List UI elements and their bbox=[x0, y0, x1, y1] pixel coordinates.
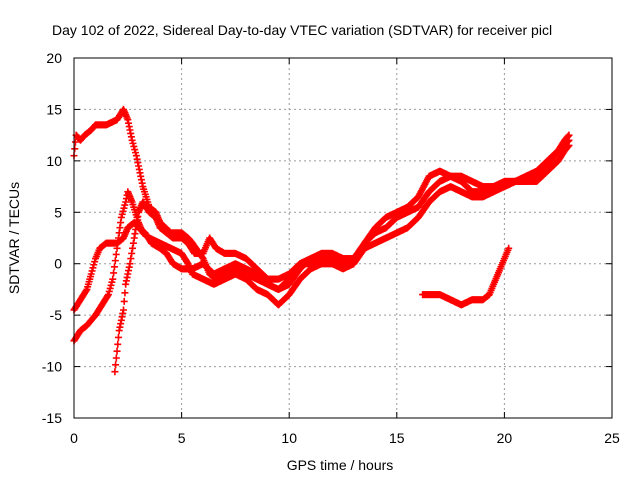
data-point bbox=[109, 275, 117, 283]
series-arc-5 bbox=[419, 244, 513, 309]
x-tick-label: 5 bbox=[178, 430, 186, 446]
y-tick-label: -10 bbox=[42, 359, 62, 375]
data-point bbox=[129, 244, 137, 252]
data-point bbox=[110, 269, 118, 277]
data-point bbox=[565, 136, 573, 144]
x-tick-label: 10 bbox=[281, 430, 297, 446]
data-point bbox=[339, 255, 347, 263]
data-point bbox=[113, 347, 121, 355]
data-point bbox=[120, 297, 128, 305]
y-tick-label: 15 bbox=[46, 101, 62, 117]
series-arc-3 bbox=[70, 136, 573, 314]
data-point bbox=[112, 250, 120, 258]
x-axis-label: GPS time / hours bbox=[287, 457, 394, 473]
y-tick-label: 5 bbox=[54, 204, 62, 220]
y-tick-label: 10 bbox=[46, 153, 62, 169]
data-point bbox=[121, 289, 129, 297]
data-point bbox=[104, 292, 112, 300]
y-tick-label: 0 bbox=[54, 256, 62, 272]
data-point bbox=[127, 255, 135, 263]
data-point bbox=[112, 361, 120, 369]
x-tick-label: 20 bbox=[497, 430, 513, 446]
x-tick-label: 15 bbox=[389, 430, 405, 446]
plot-frame bbox=[73, 57, 613, 419]
data-point bbox=[71, 138, 79, 146]
axis-ticks bbox=[73, 57, 613, 419]
data-point bbox=[111, 257, 119, 265]
series-arc-4 bbox=[111, 198, 347, 376]
data-point bbox=[110, 263, 118, 271]
data-point bbox=[111, 368, 119, 376]
data-point bbox=[71, 145, 79, 153]
y-tick-label: -15 bbox=[42, 410, 62, 426]
x-tick-label: 25 bbox=[604, 430, 620, 446]
y-tick-labels: -15 -10 -5 0 5 10 15 20 bbox=[42, 50, 62, 426]
x-tick-labels: 0 5 10 15 20 25 bbox=[70, 430, 620, 446]
y-axis-label: SDTVAR / TECUs bbox=[6, 182, 22, 294]
x-tick-label: 0 bbox=[70, 430, 78, 446]
data-point bbox=[82, 287, 90, 295]
data-point bbox=[119, 306, 127, 314]
data-point bbox=[114, 333, 122, 341]
data-point bbox=[128, 249, 136, 257]
data-point bbox=[505, 244, 513, 252]
data-point bbox=[129, 239, 137, 247]
data-point bbox=[112, 354, 120, 362]
data-point bbox=[126, 260, 134, 268]
y-tick-label: 20 bbox=[46, 50, 62, 66]
chart-title: Day 102 of 2022, Sidereal Day-to-day VTE… bbox=[52, 22, 552, 38]
series-arc-2 bbox=[70, 141, 573, 345]
data-point bbox=[114, 340, 122, 348]
data-layer bbox=[70, 105, 573, 376]
y-tick-label: -5 bbox=[50, 307, 63, 323]
